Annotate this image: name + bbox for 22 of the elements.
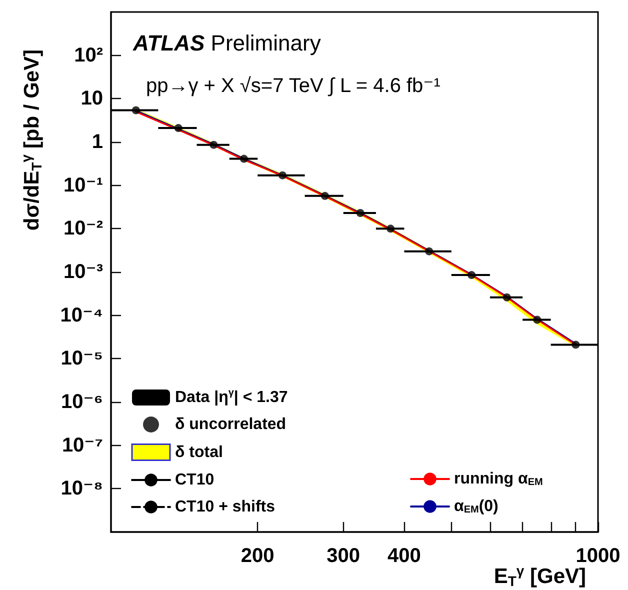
annotation: pp→γ + X √s=7 TeV ∫ L = 4.6 fb⁻¹ xyxy=(146,75,441,97)
legend-label: δ uncorrelated xyxy=(175,416,286,433)
y-tick-label: 10⁻⁴ xyxy=(60,304,103,326)
y-tick-label: 10⁻⁵ xyxy=(60,348,103,370)
annotation: ATLAS Preliminary xyxy=(132,30,321,56)
y-tick-label: 10⁻⁷ xyxy=(62,434,103,456)
x-tick-label: 300 xyxy=(326,545,360,567)
legend-label: CT10 + shifts xyxy=(175,498,276,516)
x-tick-label: 400 xyxy=(388,545,421,567)
legend-label: δ total xyxy=(175,444,223,461)
y-tick-label: 10² xyxy=(74,44,104,66)
y-axis-title: dσ/dETγ [pb / GeV] xyxy=(18,49,44,231)
y-tick-label: 10⁻¹ xyxy=(64,174,104,196)
y-tick-label: 10⁻⁶ xyxy=(60,391,103,413)
y-tick-label: 10⁻² xyxy=(64,218,104,240)
y-tick-label: 10⁻⁸ xyxy=(60,478,103,500)
y-tick-label: 10⁻³ xyxy=(64,261,104,283)
legend-label: CT10 xyxy=(175,472,214,488)
y-tick-label: 1 xyxy=(92,131,103,153)
x-tick-label: 1000 xyxy=(576,545,620,567)
x-tick-label: 200 xyxy=(240,545,274,567)
y-tick-label: 10 xyxy=(80,88,103,110)
